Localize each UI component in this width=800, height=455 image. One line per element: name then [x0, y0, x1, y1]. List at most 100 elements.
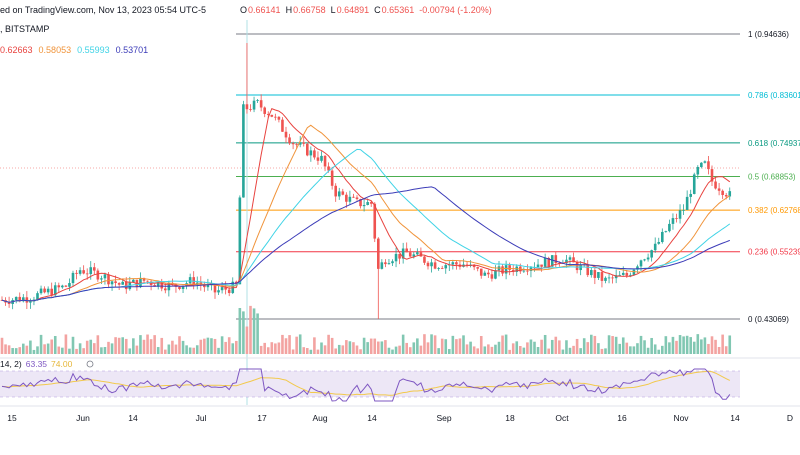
volume-bar [192, 347, 195, 354]
volume-bar [224, 341, 227, 354]
candle-body [479, 268, 483, 276]
candle-body [440, 268, 444, 269]
candle-body [306, 143, 309, 156]
candle-body [380, 262, 384, 269]
candle-body [536, 264, 540, 267]
candle-body [540, 264, 543, 267]
volume-bar [373, 338, 377, 354]
volume-bar [128, 348, 132, 354]
volume-bar [316, 349, 320, 354]
volume-bars [0, 305, 732, 354]
volume-bar [36, 346, 39, 354]
candle-body [96, 270, 100, 280]
volume-bar [586, 342, 590, 354]
volume-bar [362, 337, 366, 354]
x-tick-9: Oct [555, 413, 569, 423]
volume-bar [561, 349, 565, 354]
candle-body [110, 281, 114, 285]
candle-body [700, 162, 703, 167]
volume-bar [707, 343, 710, 354]
rsi-ma-value: 74.00 [51, 359, 73, 369]
volume-bar [57, 346, 61, 354]
volume-bar [529, 339, 533, 354]
candle-body [437, 268, 440, 269]
volume-bar [132, 338, 135, 354]
volume-bar [142, 339, 146, 354]
volume-bar [96, 335, 100, 354]
candle-body [274, 116, 277, 118]
candle-body [227, 289, 231, 294]
volume-bar [490, 346, 494, 354]
volume-bar [135, 345, 139, 354]
candle-body [124, 281, 128, 290]
volume-bar [227, 337, 231, 354]
fib-label-0: 0 (0.43069) [748, 315, 789, 324]
candle-body [366, 202, 369, 206]
volume-bar [682, 336, 685, 354]
volume-bar [458, 338, 462, 354]
visibility-icon[interactable] [86, 360, 94, 368]
volume-bar [110, 343, 114, 354]
volume-bar [448, 349, 451, 354]
candle-body [18, 296, 22, 302]
volume-bar [50, 339, 53, 354]
candle-body [309, 150, 313, 156]
volume-bar [323, 345, 327, 354]
volume-bar [114, 337, 117, 354]
candle-body [405, 248, 408, 253]
volume-bar [153, 335, 156, 354]
volume-bar [423, 334, 426, 354]
volume-bar [185, 345, 188, 354]
volume-bar [330, 337, 334, 354]
volume-bar [661, 345, 664, 354]
x-tick-1: Jun [76, 413, 90, 423]
candle-body [323, 155, 327, 167]
ma-line-1 [1, 107, 731, 303]
volume-bar [366, 342, 369, 354]
volume-bar [455, 339, 458, 354]
candle-body [266, 113, 270, 115]
volume-bar [25, 345, 29, 354]
volume-bar [494, 344, 497, 354]
volume-bar [550, 339, 554, 354]
volume-bar [401, 334, 405, 354]
volume-bar [61, 347, 64, 354]
candle-body [25, 297, 29, 303]
volume-bar [181, 340, 185, 354]
candles [0, 43, 732, 319]
volume-bar [689, 337, 692, 354]
volume-bar [639, 335, 643, 354]
candle-body [710, 169, 714, 182]
candle-body [313, 150, 316, 158]
volume-bar [46, 343, 50, 354]
candle-body [717, 188, 721, 191]
ohlc-val: 0.64891 [337, 5, 370, 15]
volume-bar [139, 335, 142, 354]
volume-bar [369, 338, 373, 354]
candle-body [29, 301, 32, 303]
candle-body [391, 261, 394, 264]
volume-bar [203, 338, 206, 354]
candle-body [89, 267, 93, 275]
volume-bar [167, 344, 171, 354]
candle-body [57, 285, 61, 288]
volume-bar [100, 347, 103, 354]
ohlc-key: L [331, 5, 336, 15]
candle-body [181, 285, 185, 289]
volume-bar [398, 345, 401, 354]
volume-bar [14, 348, 18, 354]
volume-bar [89, 339, 93, 354]
candle-body [270, 114, 274, 117]
volume-bar [178, 336, 181, 354]
candle-body [487, 272, 490, 275]
volume-bar [692, 341, 696, 354]
candle-body [341, 191, 345, 195]
volume-bar [238, 308, 242, 354]
candle-body [100, 278, 103, 280]
volume-bar [0, 337, 4, 354]
candle-body [142, 277, 146, 281]
candle-body [636, 266, 639, 270]
volume-bar [103, 347, 107, 354]
